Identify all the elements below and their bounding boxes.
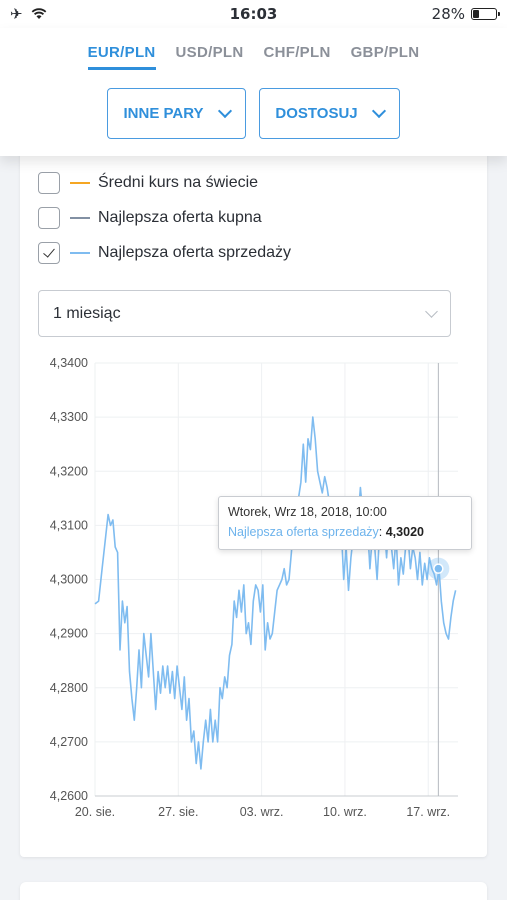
period-select-value: 1 miesiąc [53,304,121,322]
x-tick-label: 27. sie. [158,805,198,819]
best-sell-swatch [70,251,90,255]
series-line-best-sell [94,416,457,770]
chart-card: Średni kurs na świecie Najlepsza oferta … [20,150,487,857]
tooltip-date: Wtorek, Wrz 18, 2018, 10:00 [228,505,387,519]
status-left: ✈ [10,5,47,23]
status-right: 28% [431,5,500,23]
y-tick-label: 4,2700 [50,735,88,749]
x-tick-label: 17. wrz. [406,805,450,819]
tooltip-series: Najlepsza oferta sprzedaży [228,525,379,539]
chart-tooltip: Wtorek, Wrz 18, 2018, 10:00 Najlepsza of… [218,496,472,550]
battery-icon [471,8,500,20]
tooltip-value: 4,3020 [385,525,424,539]
legend-item-best-sell[interactable]: Najlepsza oferta sprzedaży [38,242,291,264]
y-tick-label: 4,3000 [50,573,88,587]
y-tick-label: 4,3200 [50,464,88,478]
tooltip-separator: : [378,525,386,539]
legend-item-best-buy[interactable]: Najlepsza oferta kupna [38,207,262,229]
legend-label: Najlepsza oferta sprzedaży [98,244,291,261]
world-average-checkbox[interactable] [38,172,60,194]
world-average-swatch [70,181,90,185]
battery-percent: 28% [431,5,465,23]
next-card [20,882,487,900]
tab-gbp-pln[interactable]: GBP/PLN [350,44,420,61]
x-tick-label: 03. wrz. [240,805,284,819]
filter-buttons: INNE PARY DOSTOSUJ [0,88,507,139]
tab-chf-pln[interactable]: CHF/PLN [263,44,331,61]
y-tick-label: 4,2600 [50,789,88,803]
best-buy-checkbox[interactable] [38,207,60,229]
other-pairs-button[interactable]: INNE PARY [107,88,246,139]
customize-label: DOSTOSUJ [275,105,358,122]
y-tick-label: 4,2800 [50,681,88,695]
legend-item-world-average[interactable]: Średni kurs na świecie [38,172,258,194]
x-tick-label: 10. wrz. [323,805,367,819]
other-pairs-label: INNE PARY [123,105,204,122]
best-buy-swatch [70,216,90,220]
status-bar: ✈ 16:03 28% [0,0,507,28]
tooltip-line: Najlepsza oferta sprzedaży: 4,3020 [228,525,462,539]
tab-usd-pln[interactable]: USD/PLN [175,44,244,61]
y-tick-label: 4,3100 [50,518,88,532]
wifi-icon [31,8,46,19]
chevron-down-icon [425,304,438,318]
x-tick-label: 20. sie. [75,805,115,819]
customize-button[interactable]: DOSTOSUJ [259,88,400,139]
tab-eur-pln[interactable]: EUR/PLN [87,44,156,70]
chevron-down-icon [371,103,386,118]
legend-label: Średni kurs na świecie [98,174,259,191]
airplane-icon: ✈ [10,5,23,23]
exchange-rate-chart[interactable]: 4,3400 4,3300 4,3200 4,3100 4,3000 4,2900 4,28… [20,345,487,825]
best-sell-checkbox[interactable] [38,242,60,264]
highlight-point [433,563,444,574]
legend-label: Najlepsza oferta kupna [98,209,262,226]
header: EUR/PLN USD/PLN CHF/PLN GBP/PLN INNE PAR… [0,28,507,156]
y-tick-label: 4,2900 [50,627,88,641]
battery-fill [473,10,480,18]
y-tick-label: 4,3300 [50,410,88,424]
period-select[interactable]: 1 miesiąc [38,290,451,337]
chevron-down-icon [217,103,232,118]
y-tick-label: 4,3400 [50,356,88,370]
currency-tabs: EUR/PLN USD/PLN CHF/PLN GBP/PLN [0,44,507,70]
